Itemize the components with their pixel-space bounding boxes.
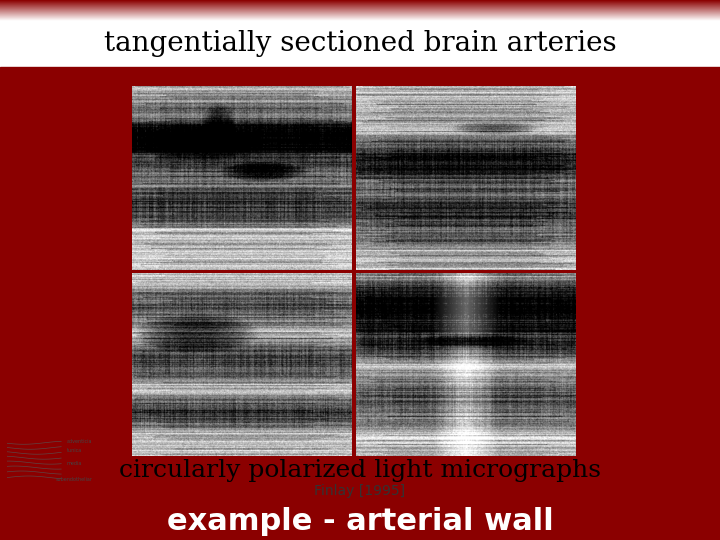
Text: adventicia: adventicia bbox=[67, 438, 92, 443]
Polygon shape bbox=[635, 439, 654, 453]
Bar bbox=[0, 67, 720, 540]
Text: tangentially sectioned brain arteries: tangentially sectioned brain arteries bbox=[104, 30, 616, 57]
Text: circularly polarized light micrographs: circularly polarized light micrographs bbox=[119, 460, 601, 482]
Polygon shape bbox=[618, 475, 671, 489]
Polygon shape bbox=[627, 455, 662, 470]
Text: Finlay [1995]: Finlay [1995] bbox=[315, 484, 405, 498]
Text: subendotheliar: subendotheliar bbox=[56, 477, 93, 482]
Text: example - arterial wall: example - arterial wall bbox=[166, 507, 554, 536]
Polygon shape bbox=[639, 433, 650, 447]
Polygon shape bbox=[641, 427, 648, 440]
Text: media: media bbox=[67, 462, 82, 467]
Polygon shape bbox=[623, 465, 666, 480]
Text: tunica: tunica bbox=[67, 448, 82, 454]
Polygon shape bbox=[631, 447, 657, 461]
